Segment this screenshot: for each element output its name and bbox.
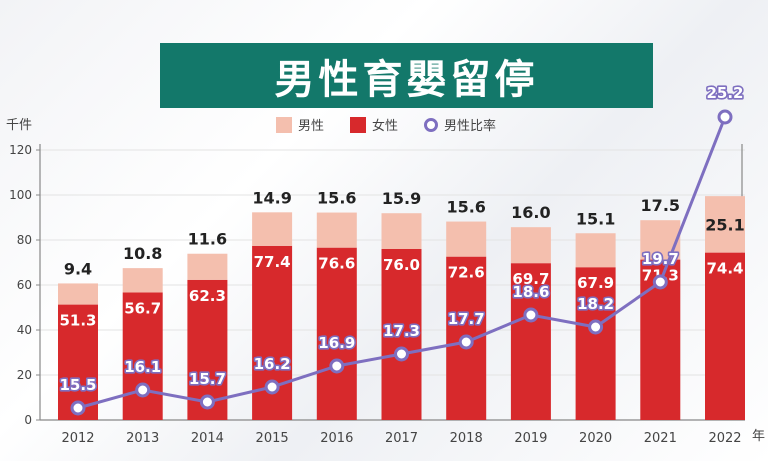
x-tick-label: 2013	[126, 431, 159, 446]
x-tick-label: 2017	[385, 431, 418, 446]
x-tick-label: 2014	[191, 431, 224, 446]
ratio-point	[588, 319, 604, 335]
ratio-label: 16.2	[254, 355, 291, 373]
ratio-label: 16.9	[318, 334, 355, 352]
y-tick-label: 0	[24, 413, 32, 427]
legend-marker-ratio	[424, 117, 439, 132]
ratio-label: 15.5	[59, 376, 96, 394]
x-tick-label: 2015	[256, 431, 289, 446]
legend-swatch-female	[350, 116, 367, 133]
x-tick-label: 2021	[644, 431, 677, 446]
legend-item-female: 女性	[350, 115, 398, 134]
data-label-male: 10.8	[123, 244, 162, 263]
data-label-female: 74.4	[706, 260, 743, 278]
ratio-label: 25.2	[706, 84, 743, 102]
ratio-point	[523, 307, 539, 323]
ratio-point	[717, 109, 733, 125]
legend-swatch-male	[276, 116, 292, 133]
data-label-male: 16.0	[511, 203, 550, 222]
ratio-label: 17.3	[383, 322, 420, 340]
bar-male	[510, 227, 551, 264]
x-axis-unit: 年	[752, 429, 766, 444]
ratio-point	[135, 382, 151, 398]
data-label-female: 62.3	[189, 287, 226, 305]
ratio-label: 15.7	[189, 370, 226, 388]
ratio-point	[264, 379, 280, 395]
x-tick-label: 2018	[450, 431, 483, 446]
x-tick-label: 2022	[708, 431, 741, 446]
data-label-male: 15.6	[446, 198, 485, 217]
chart-title: 男性育嬰留停	[274, 56, 539, 103]
chart-title-banner: 男性育嬰留停	[160, 43, 653, 108]
y-tick-label: 20	[17, 368, 32, 382]
bar-female	[316, 247, 357, 420]
data-label-female: 76.6	[318, 255, 355, 273]
data-label-male: 15.1	[576, 209, 615, 228]
x-tick-label: 2020	[579, 431, 612, 446]
x-tick-label: 2016	[320, 431, 353, 446]
bar-male	[640, 220, 681, 260]
data-label-female: 72.6	[448, 264, 485, 282]
legend-label-male: 男性	[298, 119, 325, 134]
data-label-female: 76.0	[383, 256, 420, 274]
legend: 男性 女性 男性比率	[276, 115, 522, 134]
ratio-label: 17.7	[448, 310, 485, 328]
bar-male	[316, 212, 357, 248]
data-label-female: 69.7	[512, 270, 549, 288]
ratio-point	[652, 274, 668, 290]
data-label-male: 15.9	[382, 189, 421, 208]
bar-male	[252, 212, 293, 246]
bar-female	[575, 267, 616, 420]
ratio-label: 18.2	[577, 295, 614, 313]
ratio-label: 18.6	[512, 283, 549, 301]
legend-label-ratio: 男性比率	[444, 119, 497, 134]
data-label-male: 14.9	[252, 188, 291, 207]
bar-male	[705, 196, 745, 253]
ratio-label: 19.7	[642, 250, 679, 268]
legend-item-ratio: 男性比率	[424, 115, 496, 134]
y-tick-label: 100	[9, 188, 32, 202]
bar-female	[122, 292, 163, 420]
bar-female	[381, 249, 422, 420]
y-tick-label: 40	[17, 323, 32, 337]
data-label-male: 25.1	[705, 215, 744, 234]
ratio-point	[458, 334, 474, 350]
data-label-female: 77.4	[254, 253, 291, 271]
bar-female	[510, 263, 551, 420]
data-label-male: 11.6	[188, 230, 227, 249]
bar-male	[446, 221, 487, 257]
legend-item-male: 男性	[276, 115, 324, 134]
bar-male	[575, 233, 616, 268]
data-label-male: 17.5	[641, 196, 680, 215]
bar-female	[705, 252, 745, 420]
data-label-female: 56.7	[124, 299, 161, 317]
ratio-point	[70, 400, 86, 416]
bar-male	[187, 253, 228, 280]
bar-male	[58, 283, 98, 305]
ratio-point	[329, 358, 345, 374]
x-tick-label: 2019	[514, 431, 547, 446]
legend-label-female: 女性	[372, 119, 399, 134]
data-label-female: 67.9	[577, 274, 614, 292]
data-label-male: 9.4	[64, 259, 92, 278]
data-label-male: 15.6	[317, 189, 356, 208]
bar-male	[122, 268, 163, 293]
y-tick-label: 80	[17, 233, 32, 247]
ratio-point	[199, 394, 215, 410]
data-label-female: 51.3	[59, 312, 96, 330]
x-tick-label: 2012	[61, 431, 94, 446]
y-axis-unit: 千件	[6, 118, 33, 133]
ratio-point	[394, 346, 409, 362]
bar-male	[381, 213, 422, 249]
y-tick-label: 60	[17, 278, 32, 292]
ratio-label: 16.1	[124, 358, 161, 376]
y-tick-label: 120	[9, 143, 32, 157]
